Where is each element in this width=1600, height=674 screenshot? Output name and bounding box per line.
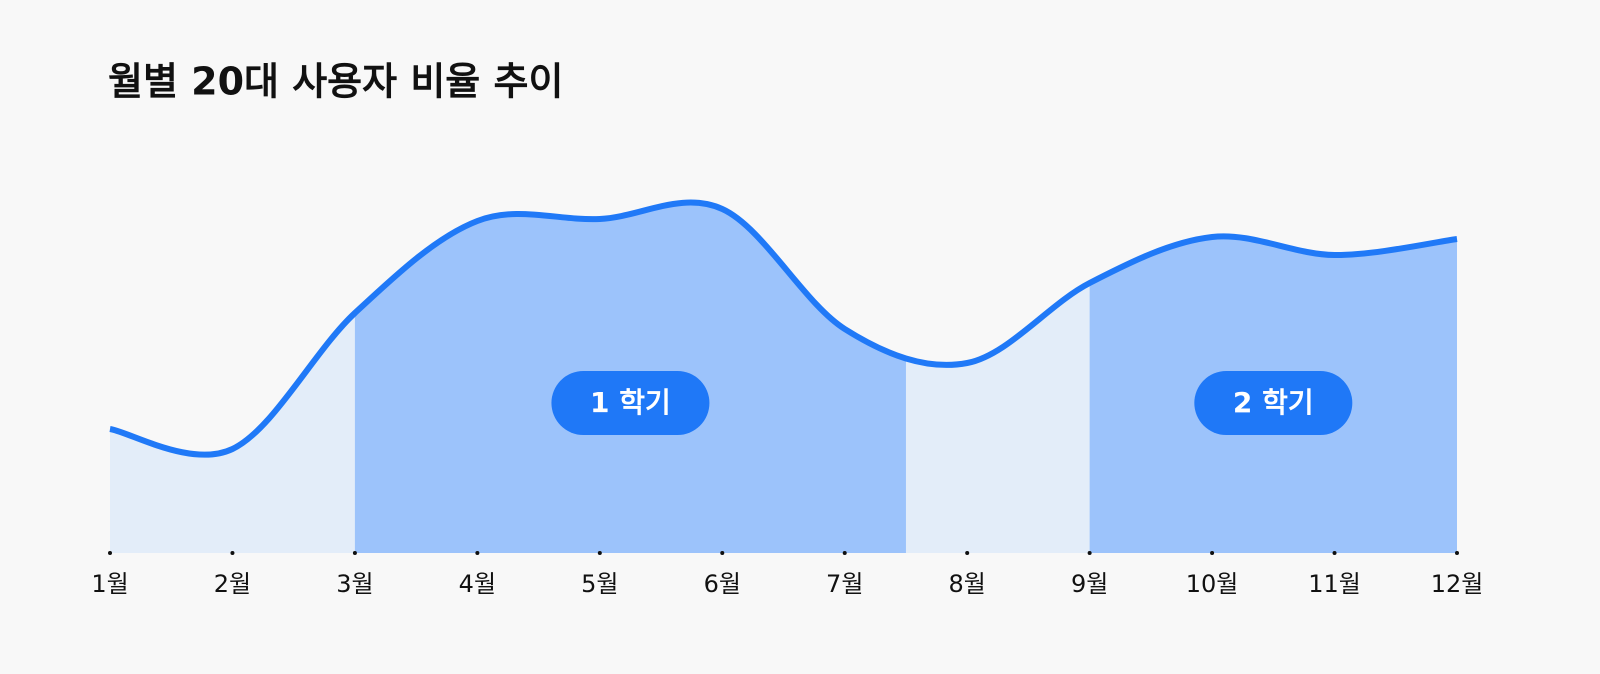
x-tick-label: 5월	[581, 570, 618, 598]
x-tick-label: 12월	[1431, 570, 1484, 598]
x-tick-dot	[1210, 551, 1215, 555]
x-tick-label: 2월	[214, 570, 251, 598]
semester-band	[354, 202, 906, 553]
x-tick-label: 4월	[459, 570, 496, 598]
x-tick-dot	[1087, 551, 1092, 555]
x-tick-label: 10월	[1186, 570, 1239, 598]
x-tick-dot	[965, 551, 970, 555]
x-tick-dot	[475, 551, 480, 555]
x-tick-dot	[1455, 551, 1459, 555]
line	[109, 199, 1458, 458]
x-tick-label: 1월	[91, 570, 128, 598]
x-tick-dot	[230, 551, 235, 555]
x-tick-label: 9월	[1071, 570, 1108, 598]
x-tick-dot	[720, 551, 725, 555]
x-tick-dot	[352, 551, 357, 555]
x-tick-label: 7월	[826, 570, 863, 598]
semester-band	[1089, 202, 1457, 553]
x-tick-label: 11월	[1308, 570, 1361, 598]
band-label: 2 학기	[1233, 386, 1314, 419]
x-tick-label: 8월	[949, 570, 986, 598]
x-tick-dot	[1332, 551, 1337, 555]
band-label-pill	[551, 371, 710, 435]
band-label-pill	[1194, 371, 1353, 435]
x-tick-dot	[597, 551, 602, 555]
band-label: 1 학기	[590, 386, 671, 419]
x-tick-label: 6월	[704, 570, 741, 598]
x-tick-dot	[842, 551, 847, 555]
chart-title: 월별 20대 사용자 비율 추이	[108, 60, 563, 104]
x-tick-dot	[108, 551, 112, 555]
x-tick-label: 3월	[336, 570, 373, 598]
